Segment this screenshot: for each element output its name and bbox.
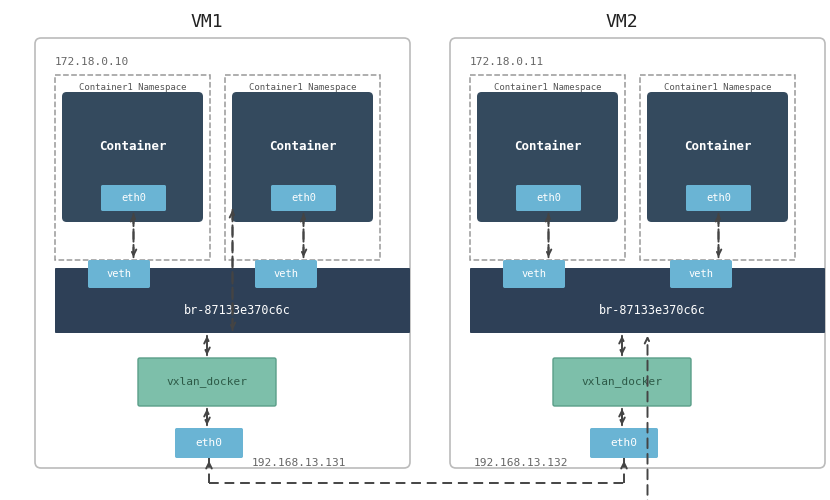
Text: Container: Container bbox=[269, 140, 336, 153]
FancyBboxPatch shape bbox=[686, 185, 751, 211]
FancyBboxPatch shape bbox=[35, 38, 410, 468]
Text: Container1 Namespace: Container1 Namespace bbox=[664, 84, 771, 92]
Bar bbox=[640, 75, 795, 260]
Text: 172.18.0.10: 172.18.0.10 bbox=[55, 57, 129, 67]
Text: veth: veth bbox=[521, 269, 546, 279]
FancyBboxPatch shape bbox=[470, 268, 825, 333]
Text: Container1 Namespace: Container1 Namespace bbox=[249, 84, 356, 92]
Text: eth0: eth0 bbox=[611, 438, 637, 448]
Text: eth0: eth0 bbox=[706, 193, 731, 203]
Text: 172.18.0.11: 172.18.0.11 bbox=[470, 57, 544, 67]
Text: VM2: VM2 bbox=[606, 13, 638, 31]
Text: Container1 Namespace: Container1 Namespace bbox=[494, 84, 601, 92]
FancyBboxPatch shape bbox=[88, 260, 150, 288]
FancyBboxPatch shape bbox=[175, 428, 243, 458]
Text: veth: veth bbox=[274, 269, 299, 279]
FancyBboxPatch shape bbox=[101, 185, 166, 211]
FancyBboxPatch shape bbox=[55, 268, 410, 333]
Text: Container1 Namespace: Container1 Namespace bbox=[79, 84, 186, 92]
Text: br-87133e370c6c: br-87133e370c6c bbox=[598, 304, 706, 316]
Bar bbox=[225, 75, 380, 260]
FancyBboxPatch shape bbox=[503, 260, 565, 288]
FancyBboxPatch shape bbox=[516, 185, 581, 211]
Bar bbox=[470, 75, 625, 260]
FancyBboxPatch shape bbox=[553, 358, 691, 406]
FancyBboxPatch shape bbox=[138, 358, 276, 406]
Text: veth: veth bbox=[106, 269, 131, 279]
Text: eth0: eth0 bbox=[121, 193, 146, 203]
FancyBboxPatch shape bbox=[255, 260, 317, 288]
FancyBboxPatch shape bbox=[232, 92, 373, 222]
FancyBboxPatch shape bbox=[62, 92, 203, 222]
Text: VM1: VM1 bbox=[191, 13, 223, 31]
Bar bbox=[55, 75, 210, 260]
Text: br-87133e370c6c: br-87133e370c6c bbox=[183, 304, 290, 316]
Text: Container: Container bbox=[99, 140, 166, 153]
Text: Container: Container bbox=[684, 140, 751, 153]
FancyBboxPatch shape bbox=[670, 260, 732, 288]
Text: vxlan_docker: vxlan_docker bbox=[167, 376, 247, 388]
Text: eth0: eth0 bbox=[536, 193, 561, 203]
Text: vxlan_docker: vxlan_docker bbox=[582, 376, 662, 388]
Text: eth0: eth0 bbox=[291, 193, 316, 203]
Text: 192.168.13.132: 192.168.13.132 bbox=[473, 458, 568, 468]
FancyBboxPatch shape bbox=[590, 428, 658, 458]
FancyBboxPatch shape bbox=[477, 92, 618, 222]
Text: eth0: eth0 bbox=[196, 438, 222, 448]
FancyBboxPatch shape bbox=[271, 185, 336, 211]
FancyBboxPatch shape bbox=[647, 92, 788, 222]
FancyBboxPatch shape bbox=[450, 38, 825, 468]
Text: Container: Container bbox=[514, 140, 581, 153]
Text: veth: veth bbox=[689, 269, 714, 279]
Text: 192.168.13.131: 192.168.13.131 bbox=[252, 458, 346, 468]
